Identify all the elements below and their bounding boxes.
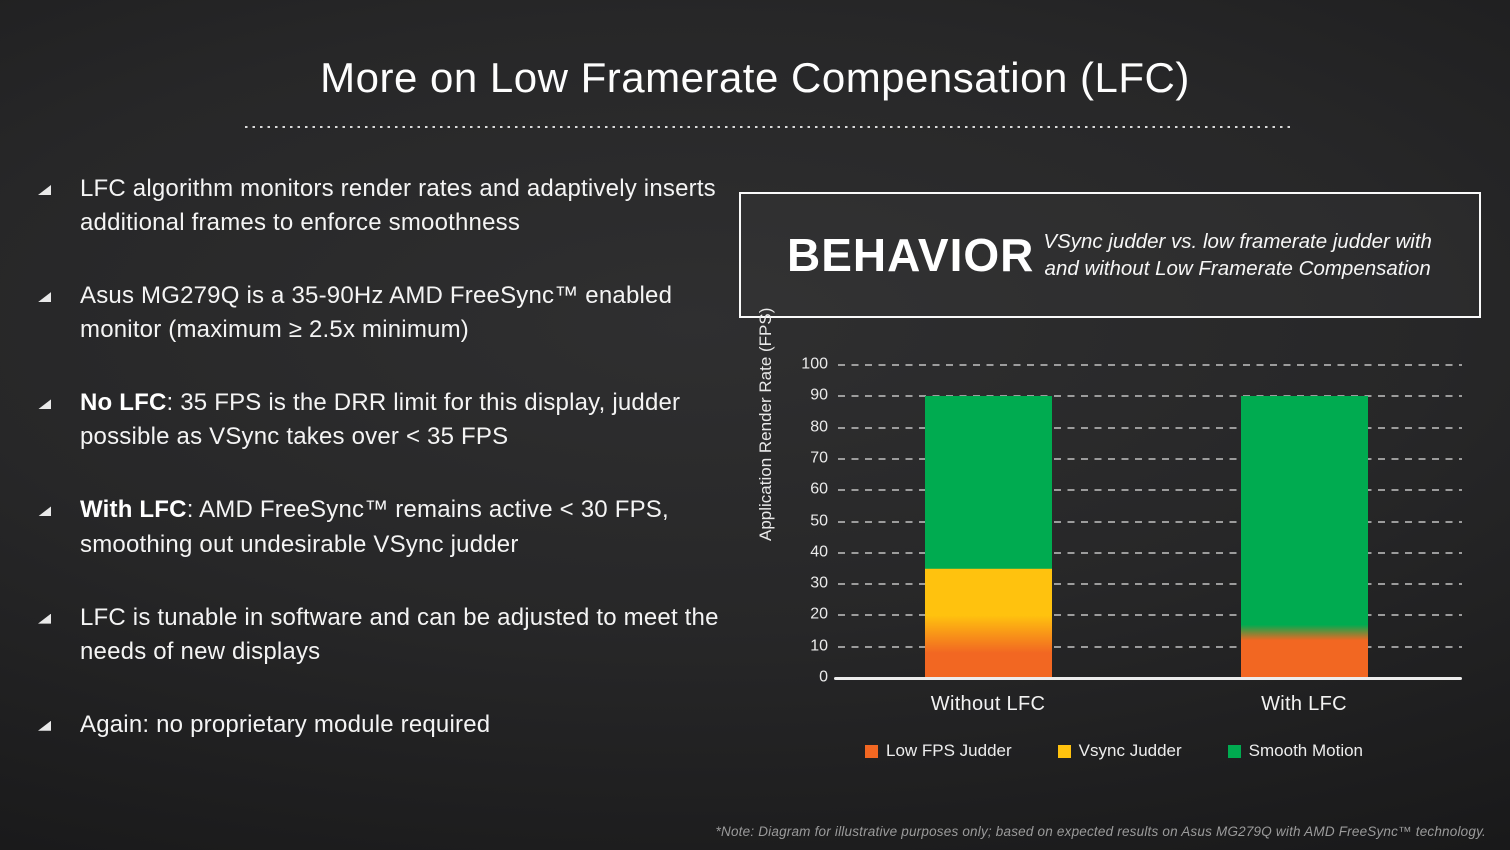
bullet-item-5: LFC is tunable in software and can be ad…	[38, 601, 730, 669]
bullet-item-2: Asus MG279Q is a 35-90Hz AMD FreeSync™ e…	[38, 279, 730, 347]
legend-swatch-icon	[864, 744, 878, 758]
bullet-text: Asus MG279Q is a 35-90Hz AMD FreeSync™ e…	[80, 282, 673, 344]
page-title: More on Low Framerate Compensation (LFC)	[320, 54, 1190, 101]
gridline-80	[838, 426, 1462, 429]
legend-item-smooth-motion: Smooth Motion	[1227, 741, 1364, 761]
y-tick-label-40: 40	[810, 543, 828, 561]
chart-legend: Low FPS Judder Vsync Judder Smooth Motion	[838, 741, 1462, 761]
bullet-text: LFC is tunable in software and can be ad…	[80, 603, 719, 665]
category-label-2: With LFC	[1261, 693, 1347, 715]
y-tick-label-30: 30	[810, 574, 828, 592]
gridline-100	[838, 364, 1462, 366]
category-label-1: Without LFC	[930, 693, 1046, 715]
bullet-item-6: Again: no proprietary module required	[38, 708, 730, 742]
gridline-10	[838, 645, 1462, 648]
y-tick-label-70: 70	[810, 449, 828, 467]
y-tick-label-0: 0	[819, 668, 828, 686]
triangle-bullet-icon	[38, 613, 51, 624]
legend-swatch-icon	[1227, 744, 1241, 758]
bullet-item-3: No LFC: 35 FPS is the DRR limit for this…	[38, 386, 730, 454]
gridline-90	[838, 395, 1462, 398]
x-axis-line	[834, 677, 1462, 680]
gridline-40	[838, 551, 1462, 554]
behavior-subtitle: VSync judder vs. low framerate judder wi…	[1043, 229, 1432, 280]
bullet-list: LFC algorithm monitors render rates and …	[38, 172, 730, 781]
bullet-text: LFC algorithm monitors render rates and …	[80, 175, 716, 237]
stacked-bar-chart: Application Render Rate (FPS) 0 10 20 30 40 5…	[756, 308, 1500, 767]
bar-with-lfc	[1240, 396, 1368, 678]
y-tick-label-50: 50	[810, 512, 828, 530]
triangle-bullet-icon	[38, 185, 51, 195]
gridline-50	[838, 520, 1462, 523]
bullet-item-4: With LFC: AMD FreeSync™ remains active <…	[38, 493, 730, 561]
gridline-70	[838, 457, 1462, 460]
behavior-callout-box: BEHAVIOR VSync judder vs. low framerate …	[739, 192, 1481, 318]
bullet-text: No LFC: 35 FPS is the DRR limit for this…	[80, 389, 681, 451]
gridline-20	[838, 614, 1462, 617]
bullet-text: With LFC: AMD FreeSync™ remains active <…	[80, 496, 669, 558]
y-tick-label-80: 80	[810, 418, 828, 436]
footnote: *Note: Diagram for illustrative purposes…	[715, 824, 1486, 839]
y-tick-label-100: 100	[801, 355, 828, 373]
bullet-item-1: LFC algorithm monitors render rates and …	[38, 172, 730, 240]
y-axis-title: Application Render Rate (FPS)	[756, 307, 775, 541]
triangle-bullet-icon	[38, 292, 51, 303]
legend-swatch-icon	[1057, 744, 1071, 758]
gridline-30	[838, 583, 1462, 586]
legend-label: Vsync Judder	[1078, 741, 1182, 760]
y-tick-label-60: 60	[810, 480, 828, 498]
triangle-bullet-icon	[38, 720, 51, 731]
gridline-60	[838, 489, 1462, 492]
bar-without-lfc	[924, 396, 1052, 678]
triangle-bullet-icon	[38, 399, 51, 410]
y-tick-label-20: 20	[810, 606, 828, 624]
behavior-heading: BEHAVIOR	[787, 229, 1035, 281]
legend-label: Smooth Motion	[1248, 741, 1364, 760]
legend-item-vsync-judder: Vsync Judder	[1057, 741, 1182, 761]
triangle-bullet-icon	[38, 506, 51, 517]
bullet-text: Again: no proprietary module required	[80, 710, 491, 738]
legend-label: Low FPS Judder	[885, 741, 1012, 760]
y-tick-label-10: 10	[810, 637, 828, 655]
legend-item-low-fps-judder: Low FPS Judder	[864, 741, 1012, 761]
title-divider-dotted-rule	[245, 126, 1291, 129]
y-tick-label-90: 90	[810, 386, 828, 404]
